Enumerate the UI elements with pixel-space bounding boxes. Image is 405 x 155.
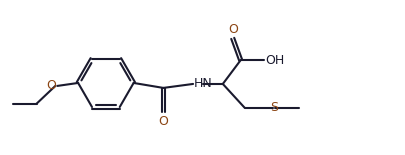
Text: HN: HN xyxy=(194,78,213,90)
Text: S: S xyxy=(271,101,278,114)
Text: O: O xyxy=(46,79,56,92)
Text: OH: OH xyxy=(265,54,285,67)
Text: O: O xyxy=(228,23,238,36)
Text: O: O xyxy=(158,115,168,128)
